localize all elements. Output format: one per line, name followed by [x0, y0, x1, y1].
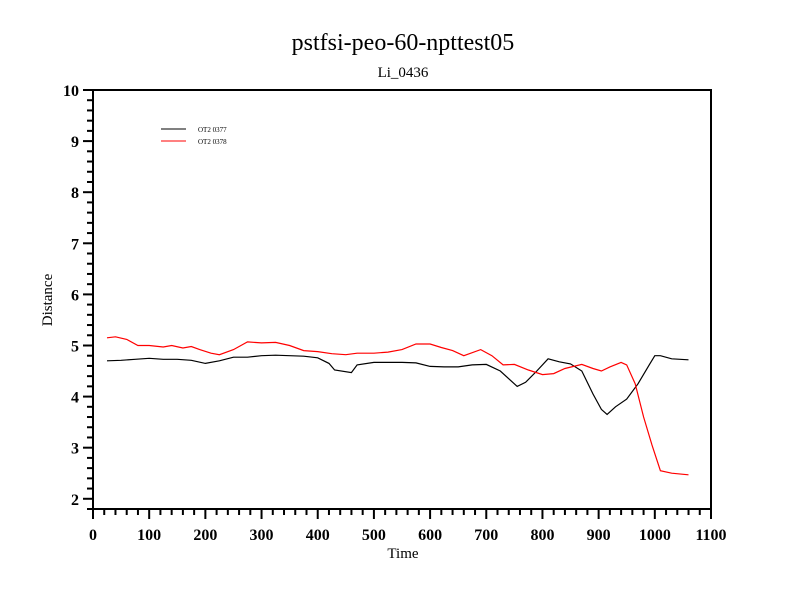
plot-frame: [92, 89, 712, 510]
y-axis-label: Distance: [40, 273, 56, 326]
y-tick-label: 6: [71, 287, 79, 304]
legend-label: OT2 0377: [198, 126, 227, 134]
x-tick-label: 700: [474, 527, 498, 544]
y-tick-label: 9: [71, 134, 79, 151]
chart-subtitle: Li_0436: [378, 65, 429, 81]
y-tick-label: 8: [71, 185, 79, 202]
series-line-ot2-0378: [106, 336, 689, 476]
x-tick-label: 0: [89, 527, 97, 544]
y-tick-label: 2: [71, 492, 79, 509]
y-tick-label: 3: [71, 441, 79, 458]
x-tick-label: 400: [306, 527, 330, 544]
legend-label: OT2 0378: [198, 138, 227, 146]
x-tick-label: 1100: [695, 527, 726, 544]
series-line-ot2-0377: [106, 354, 689, 416]
x-tick-label: 900: [587, 527, 611, 544]
chart-title: pstfsi-peo-60-npttest05: [292, 30, 515, 56]
x-tick-label: 200: [193, 527, 217, 544]
legend: OT2 0377 OT2 0378: [161, 126, 227, 146]
x-tick-label: 500: [362, 527, 386, 544]
x-tick-label: 800: [530, 527, 554, 544]
x-tick-label: 600: [418, 527, 442, 544]
y-tick-label: 10: [63, 83, 79, 100]
y-tick-label: 4: [71, 390, 79, 407]
y-tick-label: 5: [71, 338, 79, 355]
x-tick-label: 300: [250, 527, 274, 544]
x-tick-label: 1000: [639, 527, 671, 544]
x-axis-label: Time: [387, 546, 418, 562]
y-tick-label: 7: [71, 236, 79, 253]
x-tick-label: 100: [137, 527, 161, 544]
